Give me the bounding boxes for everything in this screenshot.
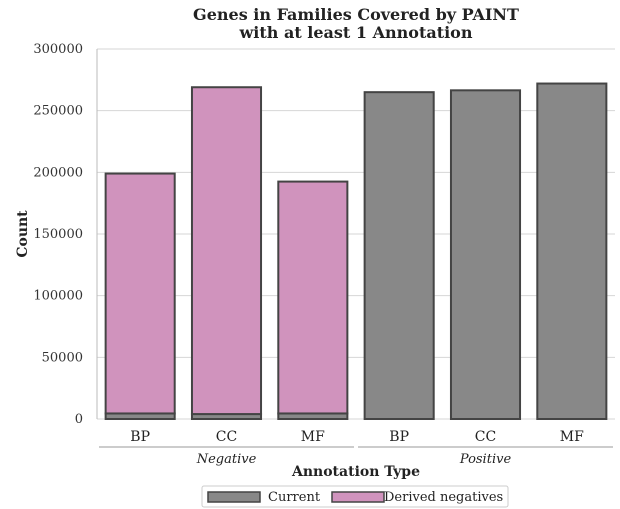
x-tick-label: CC [216,429,237,445]
y-tick-label: 50000 [42,350,83,365]
y-tick-label: 300000 [33,42,83,57]
bar-current [449,89,522,420]
legend-label: Derived negatives [384,490,503,505]
x-tick-label: MF [560,429,584,445]
chart-title-line: with at least 1 Annotation [239,23,473,42]
x-axis-label: Annotation Type [291,464,420,480]
chart-title-line: Genes in Families Covered by PAINT [193,5,519,24]
x-tick-label: BP [389,429,409,445]
y-tick-label: 150000 [33,227,83,242]
bar-derived-negatives [104,172,176,415]
x-tick-label: CC [475,429,496,445]
group-label: Positive [459,452,512,467]
bar-derived-negatives [190,86,263,416]
y-tick-label: 0 [75,412,83,427]
group-label: Negative [196,452,257,467]
x-tick-label: BP [130,429,150,445]
y-axis-label: Count [15,210,31,258]
legend-label: Current [268,490,321,505]
y-tick-label: 200000 [33,165,83,180]
bar-current [363,91,435,421]
bar-derived-negatives [277,180,349,415]
legend-swatch-current [207,491,261,503]
legend-swatch-derived-negatives [331,491,385,503]
x-tick-label: MF [301,429,325,445]
y-tick-label: 250000 [33,104,83,119]
bar-current [536,82,608,421]
y-tick-label: 100000 [33,289,83,304]
